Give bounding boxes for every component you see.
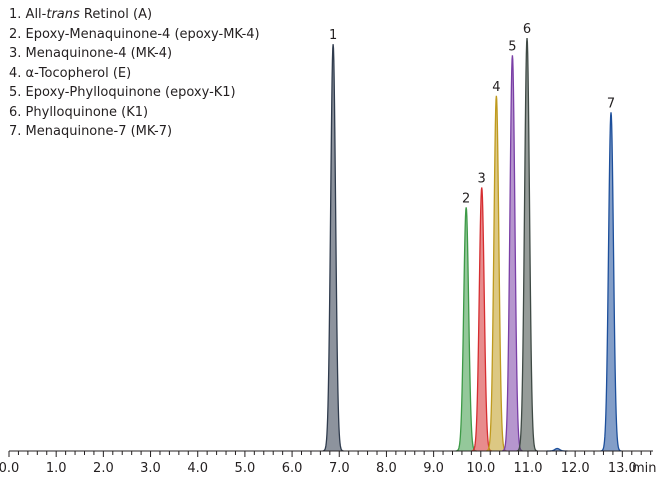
peak-7-area <box>600 112 622 451</box>
legend-item-text: All- <box>25 7 47 22</box>
legend-item-text: Epoxy-Phylloquinone (epoxy-K1) <box>25 85 236 100</box>
legend-item-number: 6. <box>9 104 22 120</box>
legend-item-text: α-Tocopherol (E) <box>25 65 132 81</box>
legend-item-number: 4. <box>9 65 22 81</box>
x-tick-label: 7.0 <box>329 461 350 476</box>
peak-6-line <box>516 37 538 452</box>
peak-label-1: 1 <box>329 28 337 43</box>
x-tick-label: 11.0 <box>514 461 543 476</box>
peak-label-6: 6 <box>523 22 531 37</box>
x-tick-label: 0.0 <box>0 461 19 476</box>
legend-item-number: 5. <box>9 85 22 100</box>
legend-item-number: 1. <box>9 7 22 22</box>
x-tick-label: 2.0 <box>93 461 114 476</box>
peak-2-line <box>455 207 477 452</box>
peak-label-3: 3 <box>478 172 486 187</box>
x-tick-label: 3.0 <box>140 461 161 476</box>
peak-2-area <box>455 207 477 451</box>
legend-item-1: 1. All-trans Retinol (A) <box>9 5 260 25</box>
x-tick-label: 6.0 <box>282 461 303 476</box>
compound-legend: 1. All-trans Retinol (A) 2. Epoxy-Menaqu… <box>9 5 260 142</box>
peak-5-area <box>502 55 523 451</box>
peak-label-5: 5 <box>508 39 516 54</box>
legend-item-5: 5. Epoxy-Phylloquinone (epoxy-K1) <box>9 83 260 103</box>
legend-item-number: 7. <box>9 124 22 139</box>
peak-4-line <box>485 95 507 452</box>
x-axis-unit-label: min <box>632 461 657 476</box>
legend-item-7: 7. Menaquinone-7 (MK-7) <box>9 122 260 142</box>
x-tick-label: 13.0 <box>608 461 637 476</box>
x-tick-label: 8.0 <box>376 461 397 476</box>
peaks-group: 1 23 4 56 7 <box>322 22 622 452</box>
x-tick-label: 4.0 <box>187 461 208 476</box>
legend-item-number: 2. <box>9 26 22 42</box>
legend-item-6: 6. Phylloquinone (K1) <box>9 103 260 123</box>
legend-item-3: 3. Menaquinone-4 (MK-4) <box>9 44 260 64</box>
legend-item-2: 2. Epoxy-Menaquinone-4 (epoxy-MK-4) <box>9 25 260 45</box>
legend-item-text-end: Retinol (A) <box>79 7 153 22</box>
x-tick-label: 12.0 <box>561 461 590 476</box>
legend-item-4: 4. α-Tocopherol (E) <box>9 64 260 84</box>
peak-1-area <box>322 44 344 451</box>
peak-label-4: 4 <box>492 80 500 95</box>
peak-7-line <box>600 112 622 452</box>
peak-6-area <box>516 38 538 451</box>
legend-item-italic: trans <box>46 7 80 22</box>
peak-3-area <box>471 187 493 451</box>
peak-label-2: 2 <box>462 191 470 206</box>
legend-item-number: 3. <box>9 46 22 61</box>
minor-peak-area <box>546 448 568 451</box>
legend-item-text: Menaquinone-7 (MK-7) <box>25 124 173 139</box>
peak-1-line <box>322 44 344 452</box>
x-tick-label: 10.0 <box>466 461 495 476</box>
x-tick-label: 9.0 <box>423 461 444 476</box>
legend-item-text: Epoxy-Menaquinone-4 (epoxy-MK-4) <box>25 26 260 42</box>
x-axis-ticks: 0.0 1.0 2.0 3.0 4.0 5.0 6.0 7.0 8.0 9.0 10.0 11.0 12… <box>0 451 652 476</box>
x-tick-label: 1.0 <box>46 461 67 476</box>
x-tick-label: 5.0 <box>235 461 256 476</box>
legend-item-text: Phylloquinone (K1) <box>25 104 149 120</box>
peak-5-line <box>502 55 523 452</box>
peak-label-7: 7 <box>607 96 615 111</box>
peak-4-area <box>486 95 507 451</box>
legend-item-text: Menaquinone-4 (MK-4) <box>25 46 173 61</box>
